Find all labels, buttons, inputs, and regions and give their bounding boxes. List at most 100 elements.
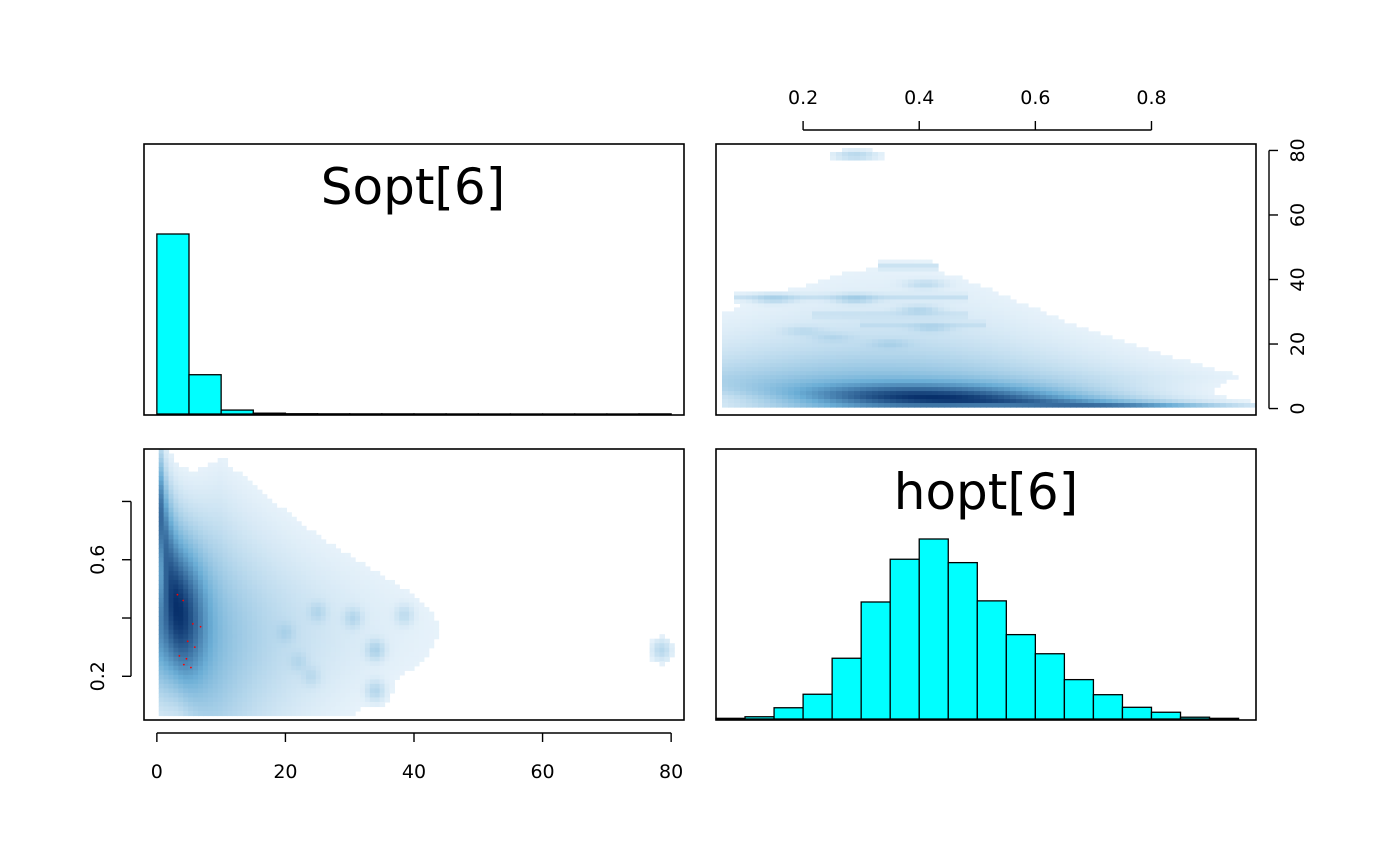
density-cell — [193, 611, 199, 617]
density-cell — [252, 647, 258, 653]
density-cell — [276, 665, 283, 671]
density-cell — [1106, 355, 1113, 360]
density-cell — [932, 387, 939, 392]
density-cell — [1082, 351, 1089, 356]
density-cell — [1088, 355, 1095, 360]
density-cell — [794, 395, 801, 400]
density-cell — [830, 371, 837, 376]
density-cell — [414, 602, 420, 608]
density-cell — [409, 602, 415, 608]
density-cell — [193, 665, 199, 671]
density-cell — [188, 579, 194, 586]
density-cell — [345, 561, 351, 568]
density-cell — [261, 679, 268, 685]
density-cell — [950, 371, 957, 376]
density-cell — [256, 494, 263, 500]
density-cell — [812, 295, 819, 301]
density-cell — [1166, 371, 1173, 376]
density-cell — [168, 674, 175, 680]
density-cell — [722, 383, 729, 388]
density-cell — [173, 602, 179, 608]
density-cell — [281, 548, 287, 554]
density-cell — [183, 593, 189, 599]
density-cell — [1208, 367, 1215, 372]
density-cell — [1088, 343, 1095, 348]
density-cell — [256, 575, 263, 581]
density-cell — [776, 331, 783, 336]
density-cell — [758, 319, 765, 324]
density-cell — [1118, 367, 1125, 372]
density-cell — [974, 295, 981, 301]
density-cell — [1052, 379, 1059, 384]
density-cell — [788, 323, 795, 328]
density-cell — [212, 670, 219, 676]
density-cell — [301, 530, 307, 536]
density-cell — [1130, 395, 1137, 400]
density-cell — [830, 299, 837, 305]
density-cell — [938, 371, 945, 376]
density-cell — [281, 661, 287, 667]
density-cell — [866, 331, 873, 336]
density-cell — [992, 299, 999, 305]
density-cell — [848, 331, 855, 336]
density-cell — [854, 319, 861, 324]
density-cell — [752, 355, 759, 360]
density-cell — [369, 620, 376, 626]
density-cell — [360, 701, 366, 708]
density-cell — [306, 534, 312, 540]
density-cell — [1064, 327, 1071, 332]
density-cell — [306, 579, 312, 586]
density-cell — [758, 347, 765, 352]
density-cell — [355, 620, 361, 626]
density-cell — [227, 570, 233, 577]
density-cell — [824, 291, 831, 297]
density-cell — [414, 638, 420, 644]
density-cell — [360, 638, 366, 644]
density-cell — [364, 688, 371, 694]
density-cell — [962, 399, 969, 404]
density-cell — [198, 683, 204, 689]
density-cell — [193, 683, 199, 689]
density-cell — [202, 602, 209, 608]
density-cell — [183, 570, 189, 577]
density-cell — [198, 566, 204, 572]
density-cell — [188, 570, 194, 577]
density-cell — [306, 607, 312, 613]
density-cell — [222, 503, 229, 509]
density-cell — [920, 319, 927, 324]
density-cell — [163, 598, 170, 604]
density-cell — [776, 399, 783, 404]
density-cell — [193, 674, 199, 680]
density-cell — [758, 339, 765, 344]
density-cell — [812, 319, 819, 324]
density-cell — [986, 383, 993, 388]
density-cell — [418, 620, 425, 626]
density-cell — [962, 295, 969, 301]
density-cell — [908, 391, 915, 396]
density-cell — [217, 489, 224, 495]
density-cell — [360, 697, 366, 703]
density-cell — [276, 561, 283, 568]
density-cell — [217, 494, 224, 500]
density-cell — [409, 665, 415, 671]
density-cell — [1028, 347, 1035, 352]
density-cell — [758, 323, 765, 328]
density-cell — [291, 530, 297, 536]
density-cell — [649, 638, 656, 644]
density-cell — [335, 598, 341, 604]
density-cell — [806, 375, 813, 380]
density-cell — [404, 616, 410, 622]
density-cell — [872, 315, 879, 320]
density-cell — [1010, 331, 1017, 336]
density-cell — [1118, 387, 1125, 392]
title-sopt: Sopt[6] — [321, 158, 506, 216]
density-cell — [374, 692, 381, 699]
density-cell — [1034, 403, 1041, 408]
density-cell — [764, 303, 771, 308]
density-cell — [168, 638, 175, 644]
density-cell — [1034, 399, 1041, 404]
density-cell — [256, 598, 263, 604]
density-cell — [764, 351, 771, 356]
density-cell — [163, 507, 170, 513]
density-cell — [266, 665, 273, 671]
